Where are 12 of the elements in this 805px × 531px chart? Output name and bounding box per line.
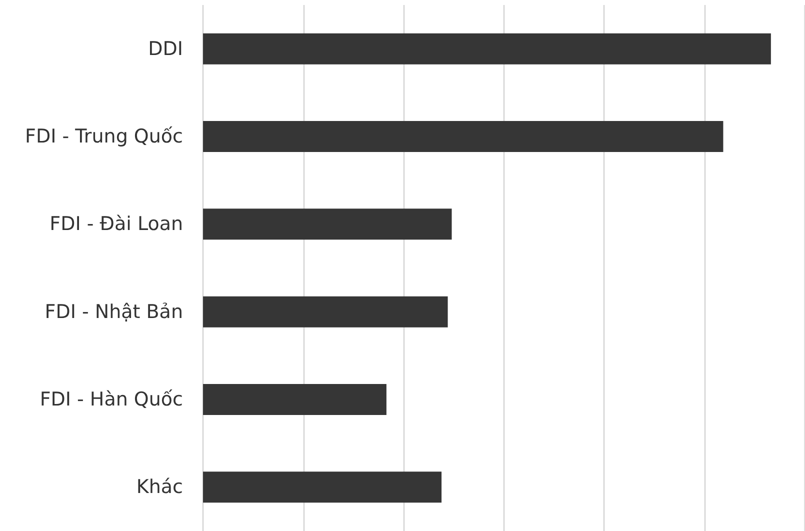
bar <box>203 296 448 328</box>
y-tick-label: FDI - Trung Quốc <box>25 126 183 148</box>
bar <box>203 472 442 503</box>
y-tick-label: FDI - Hàn Quốc <box>40 388 183 410</box>
y-tick-label: FDI - Nhật Bản <box>44 300 183 323</box>
bar <box>203 33 771 64</box>
y-tick-label: DDI <box>148 38 183 60</box>
y-tick-label: Khác <box>136 476 183 498</box>
bar <box>203 121 724 152</box>
bar <box>203 384 386 415</box>
bar <box>203 208 452 240</box>
y-tick-label: FDI - Đài Loan <box>50 213 183 236</box>
